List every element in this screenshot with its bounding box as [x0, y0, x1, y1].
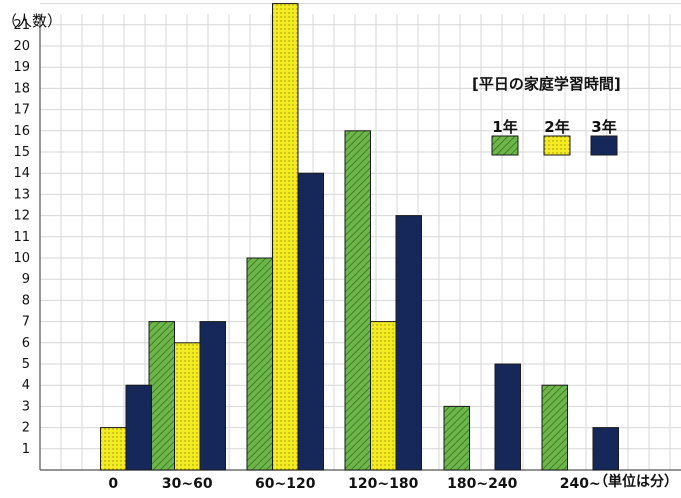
bar-1-1	[148, 321, 175, 471]
y-tick-label: 20	[13, 39, 30, 54]
y-tick-label: 3	[22, 399, 30, 414]
y-tick-label: 13	[13, 187, 30, 202]
x-tick-label: 0	[108, 476, 118, 492]
y-tick-label: 11	[13, 230, 30, 245]
y-tick-label: 2	[22, 421, 30, 436]
legend-label: 3年	[591, 118, 616, 136]
bar-3-2	[297, 172, 324, 471]
bar-1-4	[443, 405, 470, 471]
unit-note: （単位は分）	[594, 473, 678, 490]
bar-1-3	[344, 130, 371, 471]
y-tick-label: 10	[13, 251, 30, 266]
bar-3-3	[395, 215, 422, 471]
x-tick-label: 30~60	[162, 476, 213, 492]
x-tick-label: 180~240	[447, 476, 517, 492]
bar-2-3	[370, 321, 397, 471]
legend-swatch	[543, 135, 571, 156]
y-tick-label: 9	[22, 272, 30, 287]
x-tick-labels: 0 30~60 60~120 120~180 180~240 240~	[108, 476, 600, 492]
y-tick-label: 7	[22, 315, 30, 330]
bar-3-5	[592, 427, 619, 471]
y-tick-label: 4	[22, 378, 30, 393]
bar-1-2	[246, 257, 273, 471]
bar-2-1	[174, 342, 201, 471]
y-tick-label: 5	[22, 357, 30, 372]
legend-label: 1年	[492, 118, 517, 136]
bar-2-0	[100, 427, 127, 471]
y-tick-label: 15	[13, 145, 30, 160]
y-tick-label: 12	[13, 209, 30, 224]
y-tick-label: 21	[13, 18, 30, 33]
y-tick-label: 18	[13, 81, 30, 96]
bars	[100, 3, 619, 471]
bar-3-0	[125, 384, 152, 471]
legend-label: 2年	[544, 118, 569, 136]
y-tick-label: 19	[13, 60, 30, 75]
legend: 1年 2年 3年	[491, 118, 618, 156]
x-tick-label: 120~180	[348, 476, 418, 492]
bar-2-2	[272, 3, 299, 471]
y-tick-label: 6	[22, 336, 30, 351]
legend-swatch	[590, 135, 618, 156]
y-tick-label: 17	[13, 103, 30, 118]
chart-title: [平日の家庭学習時間]	[472, 75, 621, 93]
legend-swatch	[491, 135, 519, 156]
y-tick-label: 8	[22, 293, 30, 308]
bar-3-4	[494, 363, 521, 471]
y-tick-label: 1	[22, 442, 30, 457]
y-tick-label: 16	[13, 124, 30, 139]
y-axis-label: （人数）	[2, 12, 62, 30]
bar-3-1	[199, 321, 226, 471]
bar-1-5	[541, 384, 568, 471]
y-tick-label: 14	[13, 166, 30, 181]
x-tick-label: 240~	[560, 476, 601, 492]
x-tick-label: 60~120	[255, 476, 316, 492]
